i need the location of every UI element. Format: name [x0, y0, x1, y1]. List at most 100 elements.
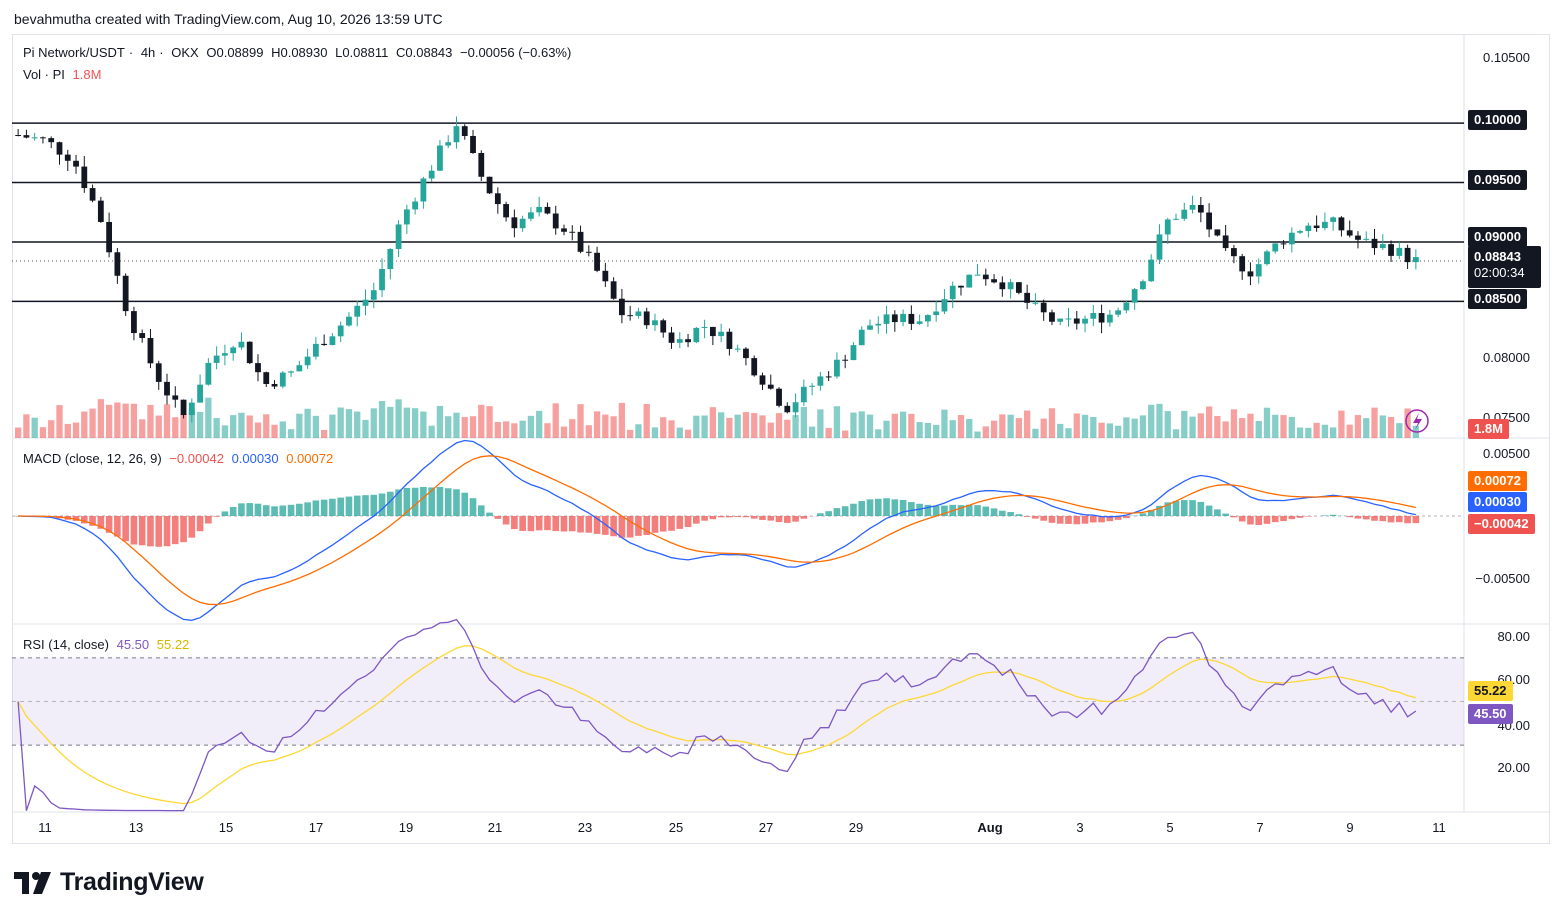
candle-body [1073, 318, 1080, 324]
volume-bar [536, 410, 543, 438]
time-label-15: 15 [218, 820, 234, 835]
volume-bar [1123, 417, 1130, 438]
macd-histogram-bar [1032, 516, 1039, 519]
macd-histogram-bar [287, 504, 295, 516]
volume-bar [56, 405, 63, 438]
volume-bar [23, 414, 30, 438]
candle-body [594, 252, 600, 271]
candle-body [1098, 313, 1105, 323]
volume-bar [775, 413, 783, 438]
candle-body [1412, 257, 1419, 263]
macd-histogram-bar [486, 512, 493, 516]
macd-histogram-bar [213, 516, 220, 517]
volume-bar [1073, 413, 1080, 438]
candle-body [1065, 318, 1072, 320]
candle-body [40, 137, 46, 139]
price-label-0.105: 0.10500 [1483, 50, 1530, 65]
volume-bar [792, 415, 799, 438]
macd-histogram-bar [1081, 516, 1089, 524]
macd-histogram-bar [1056, 516, 1064, 524]
volume-bar [982, 426, 989, 438]
macd-histogram-bar [618, 516, 626, 538]
volume-bar [1164, 411, 1171, 438]
macd-histogram-bar [1156, 505, 1163, 516]
volume-bar [585, 425, 592, 438]
candle-body [577, 231, 584, 252]
macd-histogram-bar [378, 493, 386, 516]
legend-exchange: OKX [171, 45, 199, 60]
macd-histogram-bar [436, 486, 444, 516]
volume-bar [1346, 424, 1353, 438]
volume-bar [494, 421, 501, 438]
macd-histogram-bar [362, 495, 369, 516]
macd-histogram-bar [205, 516, 212, 524]
volume-bar [610, 416, 617, 438]
tradingview-brand[interactable]: TradingView [14, 868, 204, 897]
level-tag-0.095: 0.09500 [1468, 170, 1527, 190]
volume-bar [602, 414, 609, 438]
candle-body [321, 343, 328, 346]
macd-histogram-bar [1172, 500, 1180, 516]
macd-histogram-bar [1396, 516, 1403, 523]
candle-body [1040, 302, 1047, 313]
candle-body [478, 153, 485, 177]
candle-body [867, 325, 873, 330]
macd-histogram-bar [238, 503, 245, 516]
macd-histogram-bar [420, 486, 427, 516]
volume-bar [593, 411, 601, 438]
macd-histogram-bar [105, 516, 113, 533]
candle-body [1148, 259, 1155, 282]
volume-bar [296, 413, 303, 438]
volume-bar [1065, 428, 1072, 438]
volume-bar [974, 431, 981, 438]
volume-bar [933, 424, 940, 438]
volume-bar [1057, 423, 1064, 438]
candle-body [1024, 292, 1031, 303]
candle-body [1131, 289, 1138, 303]
macd-histogram-bar [1065, 516, 1072, 524]
macd-histogram-bar [1205, 505, 1213, 516]
candle-body [362, 299, 369, 306]
volume-bar [701, 415, 708, 438]
volume-bar [362, 419, 369, 438]
candle-body [809, 385, 816, 387]
candle-body [891, 314, 898, 323]
candle-body [800, 386, 807, 403]
macd-signal-line [18, 455, 1417, 606]
volume-bar [817, 409, 824, 438]
candle-body [1222, 235, 1229, 249]
candle-body [230, 347, 237, 354]
candle-body [676, 339, 683, 343]
macd-histogram-bar [1280, 516, 1287, 522]
volume-bar [321, 429, 328, 438]
volume-bar [1181, 410, 1188, 438]
time-label-25: 25 [668, 820, 684, 835]
legend-high: H0.08930 [271, 45, 328, 60]
macd-histogram-bar [171, 516, 179, 545]
volume-bar [486, 406, 493, 438]
volume-bar [1148, 404, 1155, 438]
candle-body [114, 252, 121, 276]
time-label-aug: Aug [977, 820, 1003, 835]
volume-bar [883, 420, 890, 438]
candle-body [73, 160, 79, 167]
macd-histogram-bar [1098, 516, 1105, 523]
volume-bar [635, 424, 642, 438]
macd-histogram-bar [1147, 509, 1155, 516]
volume-bar [1396, 423, 1403, 438]
macd-hist-value: −0.00042 [169, 451, 224, 466]
macd-histogram-bar [668, 516, 675, 531]
chart-frame [12, 34, 1550, 844]
macd-axis--0.005: −0.00500 [1475, 571, 1530, 586]
macd-line-value: 0.00030 [231, 451, 279, 466]
volume-bar [1288, 416, 1295, 438]
time-label-7: 7 [1256, 820, 1264, 835]
candle-body [1247, 271, 1254, 277]
price-label-0.080: 0.08000 [1483, 350, 1530, 365]
volume-bar [213, 418, 220, 438]
volume-bar [130, 403, 138, 438]
volume-bar [378, 401, 386, 438]
macd-histogram-bar [320, 499, 328, 516]
rsi-legend: RSI (14, close) 45.50 55.22 [23, 637, 193, 652]
